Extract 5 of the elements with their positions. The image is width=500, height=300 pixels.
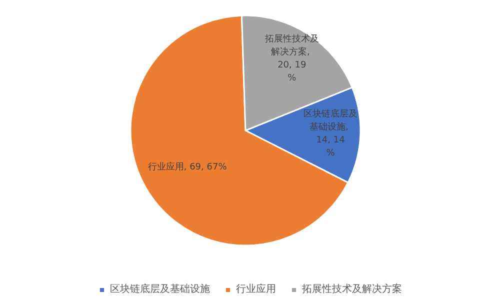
legend-label: 行业应用 — [236, 282, 276, 296]
legend-label: 区块链底层及基础设施 — [110, 282, 210, 296]
legend-label: 拓展性技术及解决方案 — [302, 282, 402, 296]
data-label: 行业应用, 69, 67% — [148, 162, 228, 173]
data-label: 区块链底层及基础设施, 14, 14% — [304, 108, 358, 159]
